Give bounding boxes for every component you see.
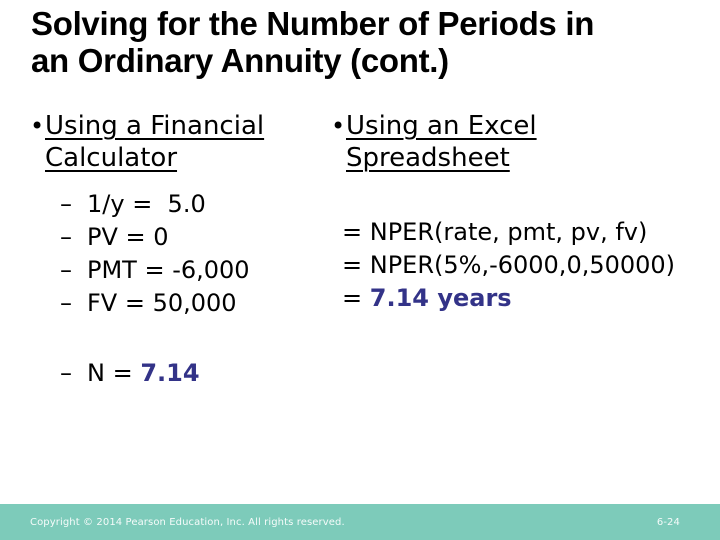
calculator-input-pmt: PMT = -6,000 xyxy=(87,256,250,284)
slide-title-line2: an Ordinary Annuity (cont.) xyxy=(31,42,449,79)
bullet-icon: • xyxy=(30,112,45,140)
left-column-heading: • Using a Financial Calculator xyxy=(30,110,295,174)
calculator-result-line: – N = 7.14 xyxy=(60,357,200,390)
excel-formula-values: = NPER(5%,-6000,0,50000) xyxy=(342,251,676,279)
excel-formula-generic: = NPER(rate, pmt, pv, fv) xyxy=(342,218,648,246)
dash-icon: – xyxy=(60,223,72,251)
calculator-input-pv: PV = 0 xyxy=(87,223,169,251)
footer-bar: Copyright © 2014 Pearson Education, Inc.… xyxy=(0,504,720,540)
calculator-input-iy: 1/y = 5.0 xyxy=(87,190,206,218)
dash-icon: – xyxy=(60,289,72,317)
right-heading-label: Using an Excel Spreadsheet xyxy=(346,111,537,173)
excel-result-line: = 7.14 years xyxy=(342,282,675,315)
dash-icon: – xyxy=(60,190,72,218)
excel-result-value: 7.14 years xyxy=(369,284,512,312)
result-label: N = xyxy=(87,359,141,387)
slide-title-line1: Solving for the Number of Periods in xyxy=(31,5,595,42)
list-item: – PV = 0 xyxy=(60,221,250,254)
dash-icon: – xyxy=(60,256,72,284)
left-heading-label: Using a Financial Calculator xyxy=(45,111,265,173)
right-column-heading: • Using an Excel Spreadsheet xyxy=(331,110,616,174)
list-item: – PMT = -6,000 xyxy=(60,254,250,287)
calculator-input-fv: FV = 50,000 xyxy=(87,289,237,317)
result-value: 7.14 xyxy=(140,359,200,387)
list-item: – 1/y = 5.0 xyxy=(60,188,250,221)
bullet-icon: • xyxy=(331,112,346,140)
page-number: 6-24 xyxy=(656,516,680,528)
slide-title: Solving for the Number of Periods in an … xyxy=(31,5,594,79)
excel-result-prefix: = xyxy=(342,284,370,312)
list-item: – FV = 50,000 xyxy=(60,287,250,320)
copyright-text: Copyright © 2014 Pearson Education, Inc.… xyxy=(30,516,345,528)
calculator-inputs-list: – 1/y = 5.0 – PV = 0 – PMT = -6,000 – FV… xyxy=(60,188,250,320)
excel-formula-block: = NPER(rate, pmt, pv, fv) = NPER(5%,-600… xyxy=(342,216,675,315)
dash-icon: – xyxy=(60,359,72,387)
